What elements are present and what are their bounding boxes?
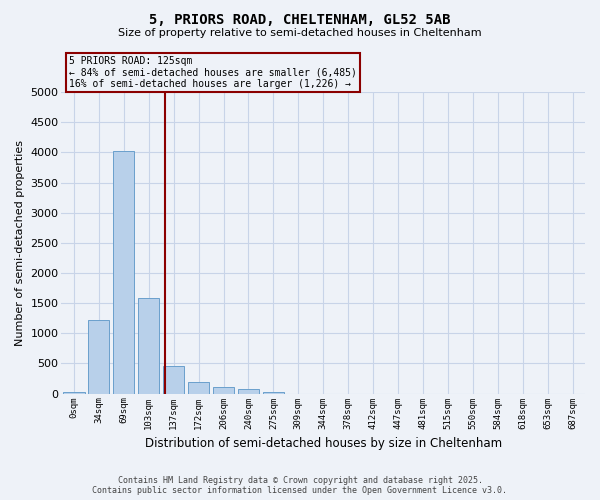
Bar	[213, 387, 234, 394]
Bar	[188, 382, 209, 394]
Text: Size of property relative to semi-detached houses in Cheltenham: Size of property relative to semi-detach…	[118, 28, 482, 38]
Bar	[138, 298, 160, 394]
Bar	[263, 392, 284, 394]
Bar	[88, 320, 109, 394]
Bar	[238, 390, 259, 394]
X-axis label: Distribution of semi-detached houses by size in Cheltenham: Distribution of semi-detached houses by …	[145, 437, 502, 450]
Text: 5 PRIORS ROAD: 125sqm
← 84% of semi-detached houses are smaller (6,485)
16% of s: 5 PRIORS ROAD: 125sqm ← 84% of semi-deta…	[70, 56, 357, 89]
Bar	[64, 392, 85, 394]
Bar	[163, 366, 184, 394]
Text: 5, PRIORS ROAD, CHELTENHAM, GL52 5AB: 5, PRIORS ROAD, CHELTENHAM, GL52 5AB	[149, 12, 451, 26]
Bar	[113, 151, 134, 394]
Text: Contains HM Land Registry data © Crown copyright and database right 2025.
Contai: Contains HM Land Registry data © Crown c…	[92, 476, 508, 495]
Y-axis label: Number of semi-detached properties: Number of semi-detached properties	[15, 140, 25, 346]
